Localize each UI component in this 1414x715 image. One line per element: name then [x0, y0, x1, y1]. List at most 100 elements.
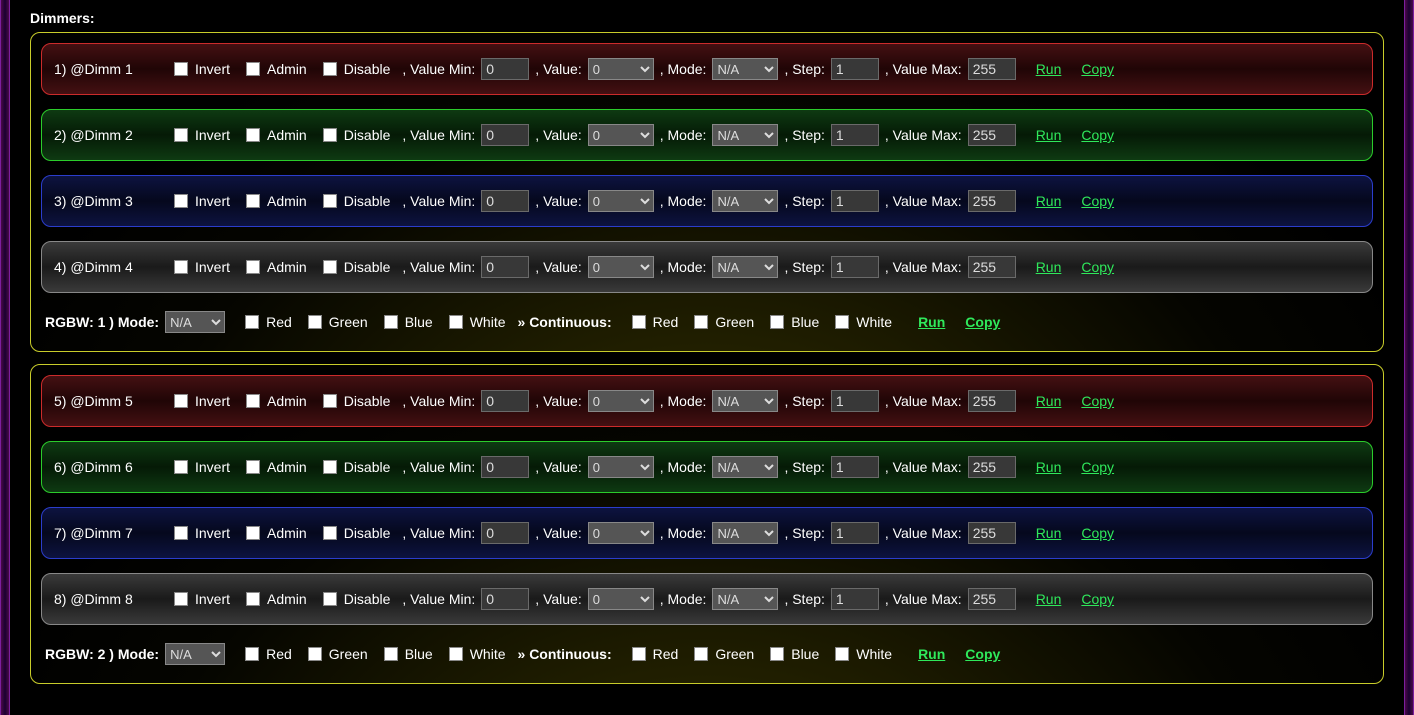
step-input[interactable] — [831, 390, 879, 412]
cont-red-checkbox[interactable] — [632, 315, 646, 329]
invert-checkbox[interactable] — [174, 62, 188, 76]
rgbw-green-checkbox[interactable] — [308, 647, 322, 661]
rgbw-white-checkbox[interactable] — [449, 315, 463, 329]
copy-link[interactable]: Copy — [1081, 127, 1114, 143]
mode-select[interactable]: N/A — [712, 456, 778, 478]
cont-white-checkbox[interactable] — [835, 647, 849, 661]
run-link[interactable]: Run — [1036, 393, 1062, 409]
disable-checkbox[interactable] — [323, 592, 337, 606]
value-select[interactable]: 0 — [588, 256, 654, 278]
rgbw-red-checkbox[interactable] — [245, 647, 259, 661]
rgbw-blue-checkbox[interactable] — [384, 647, 398, 661]
cont-white-checkbox[interactable] — [835, 315, 849, 329]
run-link[interactable]: Run — [1036, 591, 1062, 607]
value-min-input[interactable] — [481, 190, 529, 212]
cont-green-checkbox[interactable] — [694, 647, 708, 661]
step-input[interactable] — [831, 190, 879, 212]
run-link[interactable]: Run — [1036, 525, 1062, 541]
admin-checkbox[interactable] — [246, 394, 260, 408]
admin-checkbox[interactable] — [246, 526, 260, 540]
copy-link[interactable]: Copy — [1081, 193, 1114, 209]
mode-select[interactable]: N/A — [712, 256, 778, 278]
admin-checkbox[interactable] — [246, 592, 260, 606]
copy-link[interactable]: Copy — [1081, 393, 1114, 409]
value-select[interactable]: 0 — [588, 58, 654, 80]
rgbw-green-checkbox[interactable] — [308, 315, 322, 329]
step-input[interactable] — [831, 588, 879, 610]
step-input[interactable] — [831, 58, 879, 80]
value-max-input[interactable] — [968, 124, 1016, 146]
disable-checkbox[interactable] — [323, 460, 337, 474]
mode-select[interactable]: N/A — [712, 522, 778, 544]
value-min-input[interactable] — [481, 256, 529, 278]
disable-checkbox[interactable] — [323, 394, 337, 408]
rgbw-mode-select[interactable]: N/A — [165, 311, 225, 333]
admin-checkbox[interactable] — [246, 194, 260, 208]
mode-select[interactable]: N/A — [712, 124, 778, 146]
value-min-input[interactable] — [481, 522, 529, 544]
cont-green-checkbox[interactable] — [694, 315, 708, 329]
value-select[interactable]: 0 — [588, 124, 654, 146]
copy-link[interactable]: Copy — [1081, 459, 1114, 475]
run-link[interactable]: Run — [1036, 127, 1062, 143]
disable-checkbox[interactable] — [323, 526, 337, 540]
run-link[interactable]: Run — [1036, 459, 1062, 475]
step-input[interactable] — [831, 522, 879, 544]
value-max-input[interactable] — [968, 588, 1016, 610]
rgbw-blue-checkbox[interactable] — [384, 315, 398, 329]
mode-select[interactable]: N/A — [712, 390, 778, 412]
copy-link[interactable]: Copy — [1081, 259, 1114, 275]
step-input[interactable] — [831, 124, 879, 146]
value-select[interactable]: 0 — [588, 588, 654, 610]
value-min-input[interactable] — [481, 456, 529, 478]
copy-link[interactable]: Copy — [1081, 61, 1114, 77]
disable-checkbox[interactable] — [323, 260, 337, 274]
copy-link[interactable]: Copy — [1081, 591, 1114, 607]
value-max-input[interactable] — [968, 522, 1016, 544]
disable-checkbox[interactable] — [323, 62, 337, 76]
mode-select[interactable]: N/A — [712, 190, 778, 212]
value-min-input[interactable] — [481, 588, 529, 610]
value-max-input[interactable] — [968, 190, 1016, 212]
admin-checkbox[interactable] — [246, 460, 260, 474]
cont-blue-checkbox[interactable] — [770, 315, 784, 329]
value-max-input[interactable] — [968, 256, 1016, 278]
invert-checkbox[interactable] — [174, 260, 188, 274]
rgbw-run-link[interactable]: Run — [918, 646, 945, 662]
invert-checkbox[interactable] — [174, 194, 188, 208]
value-min-input[interactable] — [481, 390, 529, 412]
step-input[interactable] — [831, 256, 879, 278]
run-link[interactable]: Run — [1036, 61, 1062, 77]
value-min-input[interactable] — [481, 58, 529, 80]
value-max-input[interactable] — [968, 58, 1016, 80]
value-select[interactable]: 0 — [588, 456, 654, 478]
mode-select[interactable]: N/A — [712, 58, 778, 80]
value-min-input[interactable] — [481, 124, 529, 146]
value-max-input[interactable] — [968, 390, 1016, 412]
rgbw-copy-link[interactable]: Copy — [965, 646, 1000, 662]
value-select[interactable]: 0 — [588, 390, 654, 412]
value-select[interactable]: 0 — [588, 522, 654, 544]
run-link[interactable]: Run — [1036, 259, 1062, 275]
value-max-input[interactable] — [968, 456, 1016, 478]
run-link[interactable]: Run — [1036, 193, 1062, 209]
rgbw-run-link[interactable]: Run — [918, 314, 945, 330]
rgbw-red-checkbox[interactable] — [245, 315, 259, 329]
rgbw-white-checkbox[interactable] — [449, 647, 463, 661]
invert-checkbox[interactable] — [174, 592, 188, 606]
rgbw-copy-link[interactable]: Copy — [965, 314, 1000, 330]
copy-link[interactable]: Copy — [1081, 525, 1114, 541]
admin-checkbox[interactable] — [246, 128, 260, 142]
step-input[interactable] — [831, 456, 879, 478]
invert-checkbox[interactable] — [174, 128, 188, 142]
mode-select[interactable]: N/A — [712, 588, 778, 610]
disable-checkbox[interactable] — [323, 128, 337, 142]
cont-red-checkbox[interactable] — [632, 647, 646, 661]
cont-blue-checkbox[interactable] — [770, 647, 784, 661]
admin-checkbox[interactable] — [246, 260, 260, 274]
admin-checkbox[interactable] — [246, 62, 260, 76]
value-select[interactable]: 0 — [588, 190, 654, 212]
disable-checkbox[interactable] — [323, 194, 337, 208]
invert-checkbox[interactable] — [174, 460, 188, 474]
invert-checkbox[interactable] — [174, 394, 188, 408]
